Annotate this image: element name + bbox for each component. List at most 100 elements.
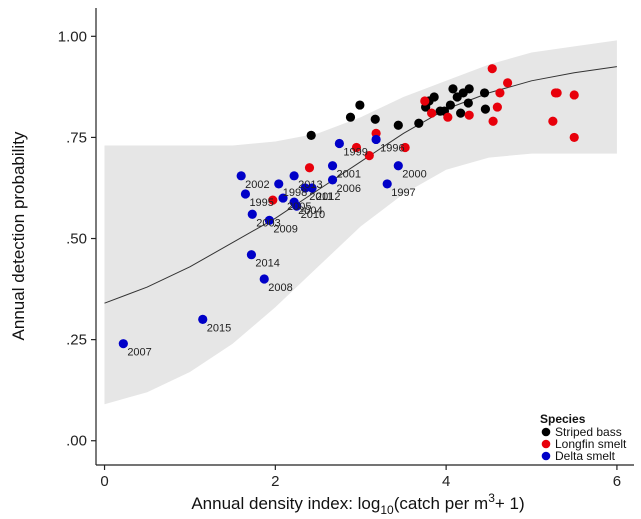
striped-bass-point <box>463 98 473 108</box>
point-label: 2010 <box>301 209 325 221</box>
legend-label: Delta smelt <box>555 449 616 463</box>
point-label: 2008 <box>268 282 292 294</box>
striped-bass-point <box>429 92 439 102</box>
legend-label: Longfin smelt <box>555 437 627 451</box>
delta-smelt-point <box>382 179 392 189</box>
point-label: 2001 <box>337 169 361 181</box>
point-label: 2006 <box>337 183 361 195</box>
point-label: 2015 <box>207 322 231 334</box>
longfin-smelt-point <box>364 151 374 161</box>
point-label: 1995 <box>249 197 273 209</box>
point-label: 1996 <box>380 142 404 154</box>
x-axis-title: Annual density index: log10(catch per m3… <box>191 491 524 517</box>
point-label: 1998 <box>283 187 307 199</box>
longfin-smelt-point <box>427 108 437 118</box>
delta-smelt-point <box>274 179 284 189</box>
point-label: 2009 <box>273 223 297 235</box>
x-tick-label: 6 <box>613 473 621 490</box>
striped-bass-point <box>345 112 356 122</box>
x-tick-label: 2 <box>271 473 279 490</box>
delta-smelt-point <box>393 161 403 171</box>
longfin-smelt-point <box>503 78 513 88</box>
striped-bass-point <box>480 104 491 114</box>
striped-bass-point <box>445 100 455 110</box>
point-label: 2007 <box>127 347 151 359</box>
y-tick-label: 1.00 <box>58 28 87 45</box>
striped-bass-point <box>448 84 458 94</box>
longfin-smelt-point <box>443 112 453 122</box>
point-labels: 2007 2015 2002 1995 2014 2003 2008 2009 1998 2005… <box>127 142 426 358</box>
delta-smelt-point <box>371 134 381 145</box>
striped-bass-point <box>306 130 316 140</box>
delta-smelt-point <box>240 189 251 199</box>
longfin-smelt-point <box>569 90 579 100</box>
delta-smelt-point <box>247 209 257 219</box>
legend-label: Striped bass <box>555 425 622 439</box>
legend-swatch <box>541 427 551 437</box>
delta-smelt-point <box>118 339 128 349</box>
longfin-smelt-point <box>492 102 502 112</box>
point-label: 2011 <box>309 191 333 203</box>
delta-smelt-point <box>259 274 269 284</box>
x-tick-label: 4 <box>442 473 450 490</box>
point-label: 2000 <box>402 169 426 181</box>
point-label: 1997 <box>391 187 415 199</box>
y-tick-label: .25 <box>66 332 87 349</box>
legend-swatch <box>541 451 551 461</box>
point-label: 2005 <box>287 201 311 213</box>
point-label: 2002 <box>245 179 269 191</box>
point-label: 2013 <box>298 179 322 191</box>
delta-smelt-point <box>307 183 317 193</box>
delta-smelt-point <box>334 138 344 149</box>
delta-smelt-point <box>289 171 299 181</box>
y-tick-label: .50 <box>66 231 87 248</box>
delta-smelt-point <box>236 171 246 181</box>
y-tick-label: .00 <box>66 433 87 450</box>
longfin-smelt-point <box>488 116 498 126</box>
delta-smelt-point <box>198 314 208 325</box>
x-axis-title-end: + 1) <box>495 494 525 513</box>
striped-bass-point <box>414 118 424 128</box>
x-tick-label: 0 <box>100 473 108 490</box>
x-axis-title-rest: (catch per m <box>394 494 488 513</box>
striped-bass-point <box>479 88 490 98</box>
longfin-smelt-point <box>487 64 497 74</box>
longfin-smelt-point <box>552 88 562 98</box>
y-axis-title: Annual detection probability <box>9 131 28 340</box>
delta-smelt-point <box>327 175 338 185</box>
legend-swatch <box>541 439 551 449</box>
confidence-band <box>104 40 617 405</box>
point-label: 2014 <box>255 258 279 270</box>
longfin-smelt-point <box>548 116 558 126</box>
data-points <box>118 64 579 349</box>
longfin-smelt-point <box>268 195 278 205</box>
longfin-smelt-point <box>400 142 410 153</box>
striped-bass-point <box>355 100 365 110</box>
fit-curve-layer <box>104 66 617 304</box>
delta-smelt-point <box>264 215 274 225</box>
striped-bass-point <box>456 108 466 118</box>
delta-smelt-point <box>278 193 288 203</box>
delta-smelt-point <box>292 201 302 211</box>
point-label: 1999 <box>343 146 367 158</box>
point-label: 2004 <box>298 205 322 217</box>
longfin-smelt-point <box>495 88 505 98</box>
x-axis-title-subscript: 10 <box>380 503 394 517</box>
y-tick-label: .75 <box>66 129 87 146</box>
x-axis-title-main: Annual density index: log <box>191 494 380 513</box>
axes: .00 .25 .50 .75 1.00 0 2 4 6 <box>58 8 634 490</box>
striped-bass-point <box>393 120 403 130</box>
legend-title: Species <box>540 412 586 426</box>
longfin-smelt-point <box>420 96 430 106</box>
point-label: 2012 <box>316 191 340 203</box>
longfin-smelt-point <box>351 142 362 153</box>
longfin-smelt-point <box>569 132 579 143</box>
delta-smelt-point <box>300 183 310 193</box>
longfin-smelt-point <box>304 163 315 173</box>
fit-curve <box>104 66 617 304</box>
striped-bass-point <box>464 84 474 94</box>
x-axis-title-superscript: 3 <box>488 491 495 505</box>
point-label: 2003 <box>256 217 280 229</box>
